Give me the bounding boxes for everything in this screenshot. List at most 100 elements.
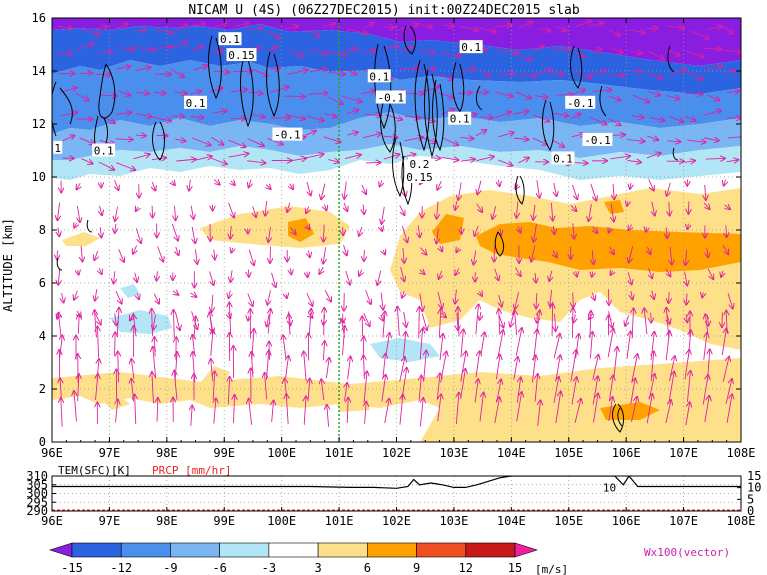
wind-vector	[684, 350, 689, 380]
wind-vector	[570, 350, 576, 382]
left-tick-label: 295	[26, 495, 48, 509]
x-tick-label: 105E	[554, 514, 583, 528]
wind-vector	[95, 27, 107, 29]
wind-vector	[210, 23, 227, 30]
wind-vector	[286, 294, 287, 298]
wind-vector	[611, 203, 614, 222]
grid-lines	[52, 18, 741, 442]
wind-vector	[209, 271, 214, 285]
wind-vector	[385, 333, 390, 356]
wind-vector	[420, 247, 426, 255]
wind-vector	[441, 137, 458, 145]
contour-label-box	[226, 48, 257, 62]
wind-vector	[495, 268, 499, 280]
wind-vector	[214, 249, 215, 260]
wind-vector	[592, 355, 599, 380]
contour-label-box	[448, 111, 472, 125]
wind-vector	[669, 292, 670, 303]
wind-vector	[95, 289, 97, 300]
contour-line	[86, 219, 93, 233]
wind-vector	[60, 378, 61, 400]
wind-vector	[498, 48, 518, 53]
wind-vector	[703, 202, 709, 209]
wind-vector	[253, 206, 256, 217]
wind-vector	[630, 378, 635, 405]
wind-vector	[192, 226, 195, 243]
wind-vector	[631, 397, 637, 423]
wind-vector	[685, 402, 690, 426]
wind-vector	[328, 72, 346, 74]
wind-vector	[229, 303, 230, 335]
x-tick-label: 102E	[382, 446, 411, 460]
contour-label: -0.1	[567, 97, 594, 110]
wind-vector	[479, 393, 484, 422]
wind-vector	[309, 48, 327, 54]
contour-line	[599, 85, 607, 117]
y-tick-label: 0	[39, 435, 46, 449]
wind-vector	[703, 333, 707, 360]
wind-vector	[153, 314, 155, 330]
contour-line	[570, 45, 583, 89]
wind-vector	[516, 377, 520, 403]
contour-line	[494, 231, 505, 257]
wind-vector	[323, 341, 324, 361]
wind-vector	[250, 114, 265, 117]
wind-vector	[290, 268, 291, 274]
wind-vector	[171, 116, 185, 117]
contour-line	[240, 57, 254, 128]
wind-vector	[513, 52, 531, 61]
wind-vector	[570, 205, 577, 211]
wind-vector	[62, 136, 75, 142]
wind-vector	[247, 138, 264, 146]
wind-vector	[97, 327, 98, 358]
left-tick-label: 300	[26, 487, 48, 501]
timeseries-annotation-label: 10	[603, 482, 616, 495]
wind-vector	[515, 91, 531, 98]
wind-vector	[115, 139, 132, 140]
wind-vector	[213, 179, 220, 184]
wind-vector	[480, 311, 481, 320]
wind-vector	[324, 308, 325, 336]
colorbar-swatch	[317, 542, 368, 558]
wind-vector	[592, 394, 598, 423]
wind-vector	[323, 24, 335, 27]
wind-vector	[499, 294, 502, 307]
wind-vector	[248, 316, 249, 320]
x-tick-label: 101E	[325, 446, 354, 460]
wind-vector	[552, 139, 564, 147]
wind-vector	[573, 163, 588, 164]
wind-vector	[492, 206, 495, 219]
wind-vector	[363, 204, 364, 214]
wind-vector	[551, 72, 564, 74]
x-tick-label: 96E	[41, 446, 63, 460]
wind-vector	[498, 132, 513, 138]
wind-vector	[627, 139, 644, 141]
wind-vector	[345, 383, 348, 401]
contour-line	[401, 155, 413, 206]
wind-vector	[514, 267, 520, 276]
wind-vector	[399, 68, 419, 69]
wind-vector	[306, 115, 324, 121]
wind-vector	[344, 244, 347, 255]
wind-vector	[611, 271, 613, 275]
wind-vector	[575, 21, 592, 28]
left-tick-label: 310	[26, 469, 48, 483]
wind-vector	[136, 92, 148, 93]
wind-vector	[249, 179, 252, 188]
right-tick-label: 5	[747, 492, 754, 506]
wind-vector	[399, 24, 418, 30]
wind-vector	[152, 309, 153, 336]
contour-line	[208, 35, 222, 100]
wind-vector	[476, 203, 482, 212]
wind-vector	[133, 245, 137, 253]
wind-vector	[608, 397, 613, 422]
contour-line	[374, 43, 392, 130]
wind-vector	[592, 90, 612, 92]
wind-vector	[230, 225, 231, 239]
wind-vector	[479, 291, 482, 296]
wind-vector	[536, 293, 537, 308]
wind-vector	[460, 137, 473, 138]
wind-vector	[632, 94, 649, 102]
wind-vector	[553, 377, 559, 403]
wind-vector	[133, 154, 150, 160]
